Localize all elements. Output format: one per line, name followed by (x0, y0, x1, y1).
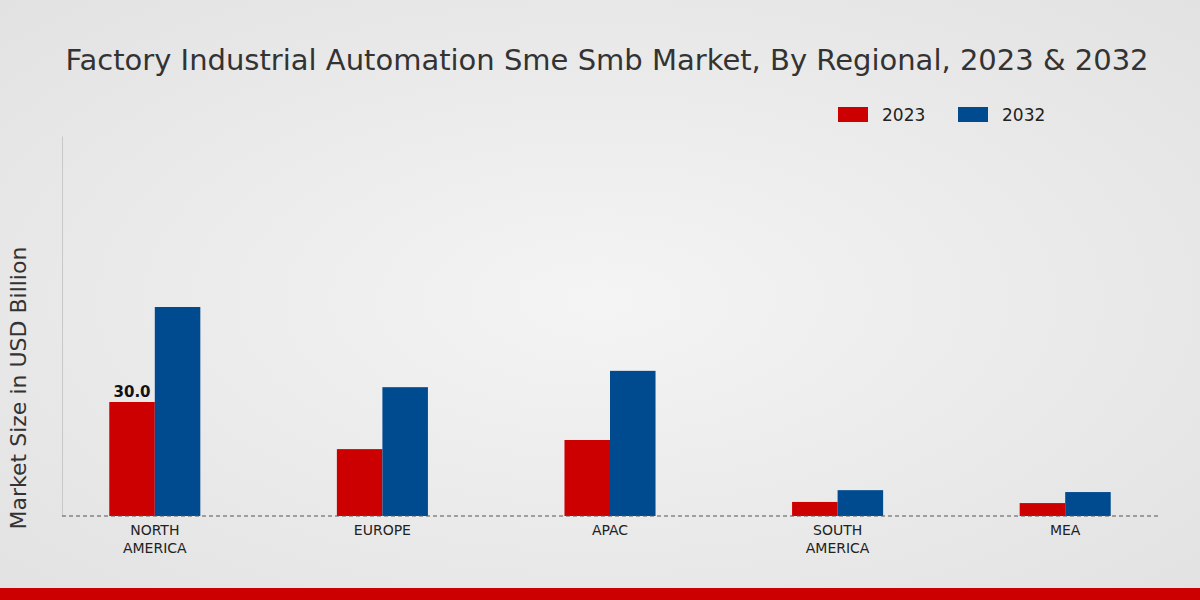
bar (610, 371, 656, 516)
background (0, 0, 1200, 600)
bar (1065, 492, 1111, 516)
x-tick-label: EUROPE (354, 522, 411, 538)
chart: Factory Industrial Automation Sme Smb Ma… (0, 0, 1200, 600)
bar (838, 490, 884, 516)
bar (337, 449, 383, 516)
x-axis-line (62, 516, 1158, 517)
legend-swatch (838, 107, 868, 122)
x-tick: MEA (1050, 516, 1081, 538)
bars (109, 307, 1110, 516)
x-tick: APAC (592, 516, 628, 538)
x-tick: SOUTHAMERICA (806, 516, 870, 556)
y-axis-title: Market Size in USD Billion (6, 247, 31, 530)
x-tick-label: MEA (1050, 522, 1081, 538)
y-axis-line (62, 137, 63, 517)
bar (792, 502, 838, 516)
legend-swatch (958, 107, 988, 122)
x-tick: NORTHAMERICA (123, 516, 187, 556)
title: Factory Industrial Automation Sme Smb Ma… (65, 43, 1148, 77)
y-axis (62, 137, 63, 517)
x-tick-label: SOUTHAMERICA (806, 522, 870, 556)
bar (564, 440, 610, 516)
data-label: 30.0 (114, 383, 151, 401)
bar (109, 402, 155, 516)
x-tick-label: APAC (592, 522, 628, 538)
x-tick-label: NORTHAMERICA (123, 522, 187, 556)
legend-label: 2023 (882, 105, 925, 125)
bar (1020, 503, 1066, 516)
x-axis: NORTHAMERICA EUROPE APAC SOUTHAMERICA MEA (62, 516, 1158, 556)
legend: 2023 2032 (838, 105, 1045, 125)
footer-stripe (0, 588, 1200, 600)
bar (382, 387, 428, 516)
bar (155, 307, 201, 516)
legend-label: 2032 (1002, 105, 1045, 125)
x-tick: EUROPE (354, 516, 411, 538)
